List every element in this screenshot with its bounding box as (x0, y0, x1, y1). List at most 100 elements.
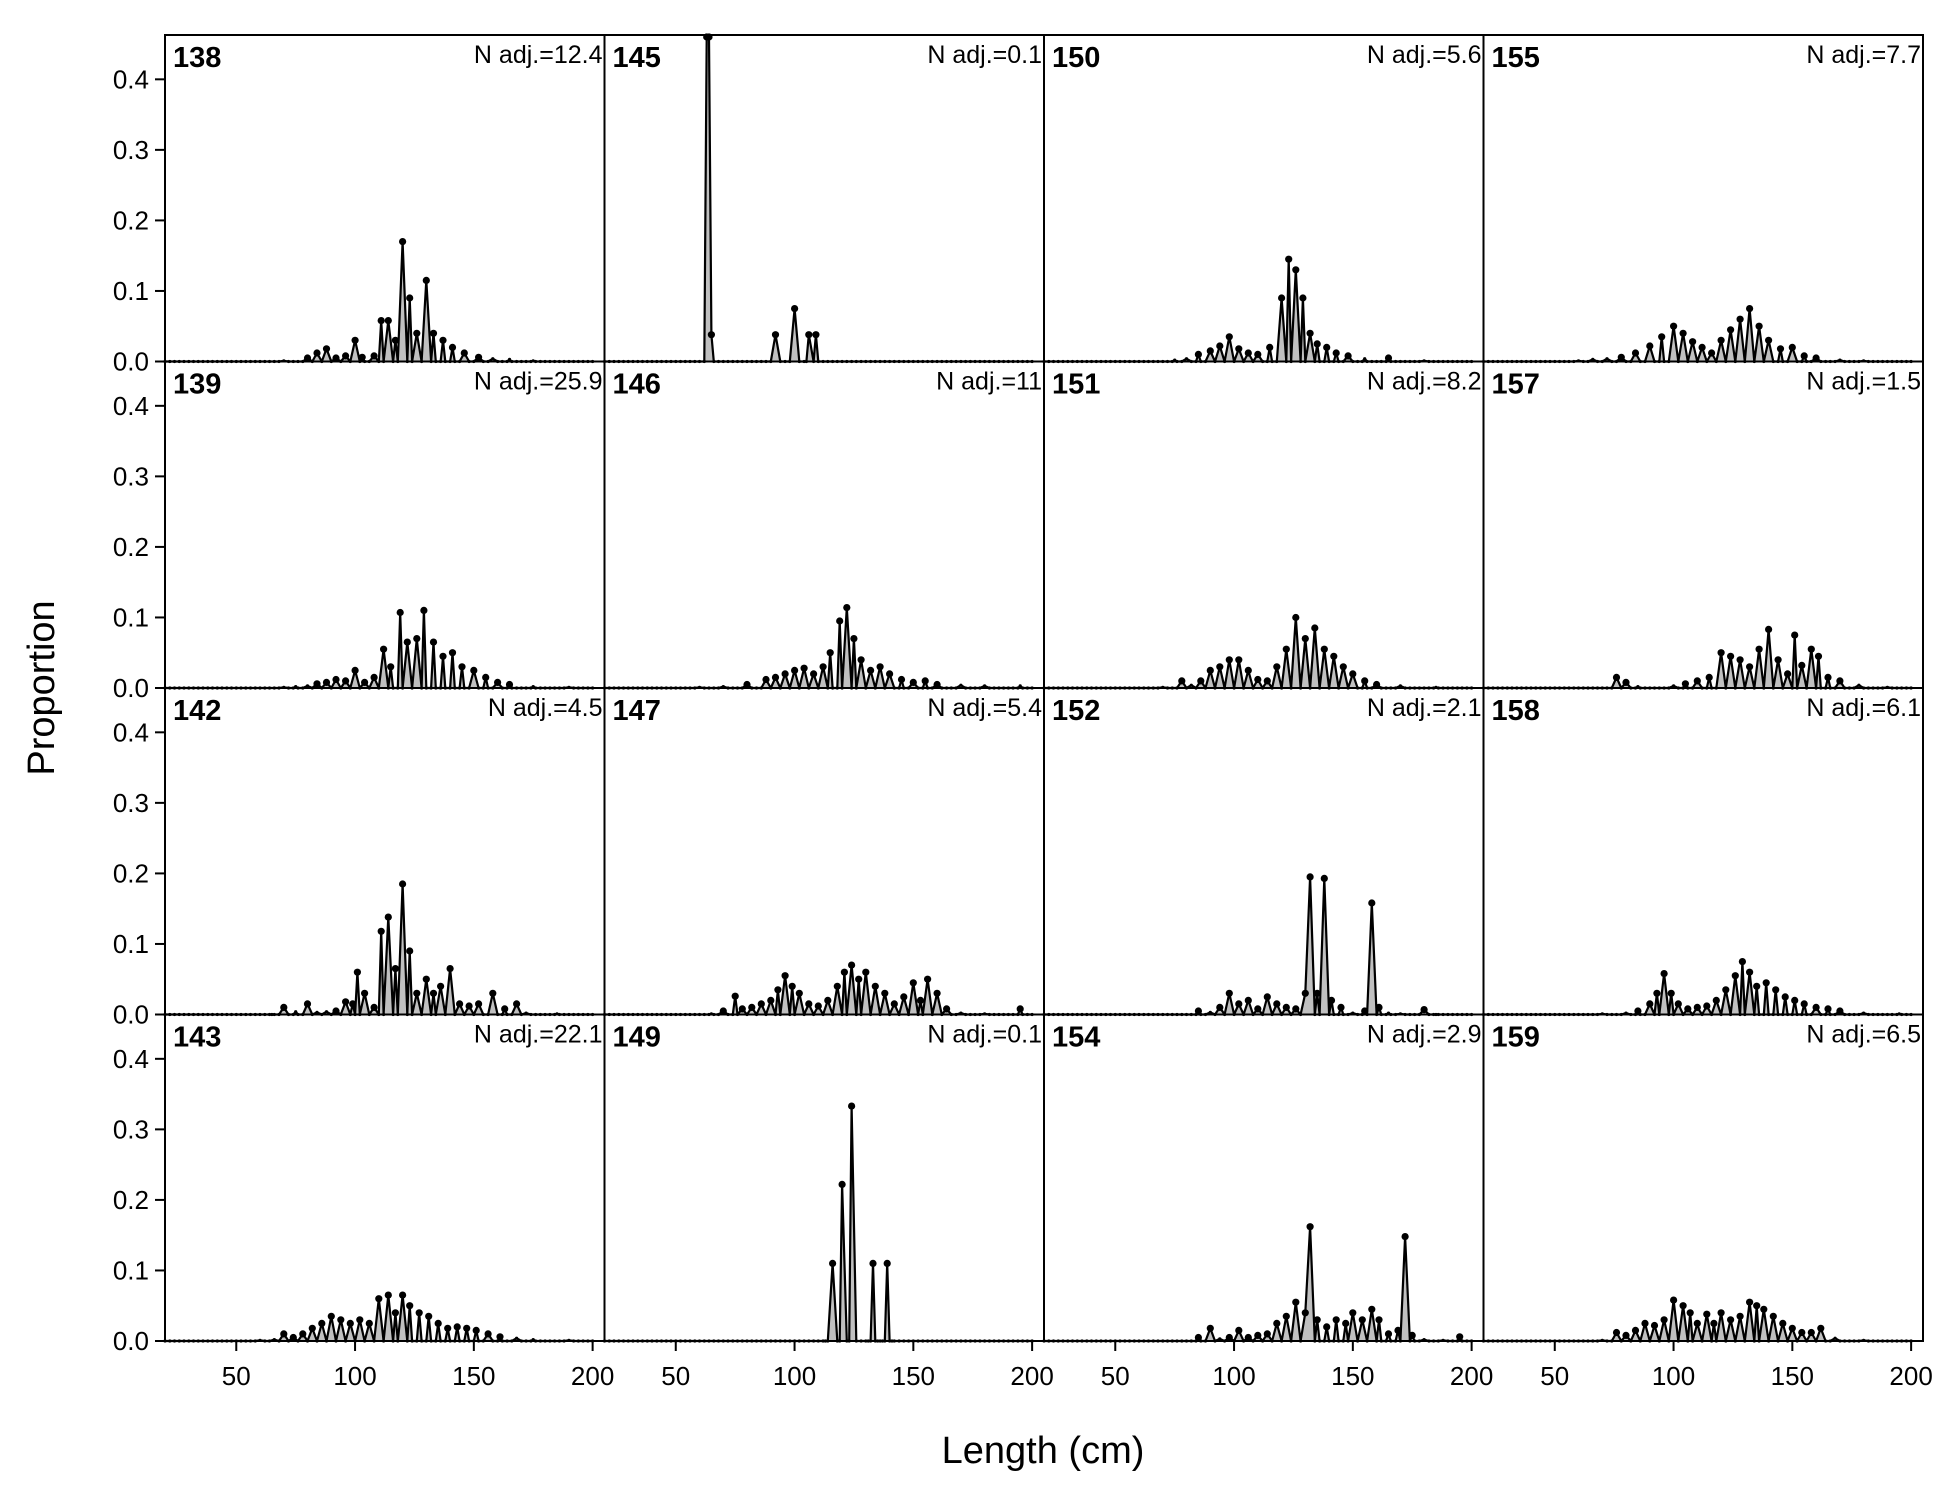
data-point (1717, 336, 1725, 344)
data-point (448, 343, 457, 351)
data-point (327, 1312, 335, 1320)
panel-frame (164, 1013, 606, 1342)
data-point (1358, 1316, 1366, 1324)
data-point (337, 1316, 345, 1324)
data-point (1717, 1309, 1725, 1317)
data-point (396, 608, 404, 617)
data-point (1456, 1333, 1464, 1341)
x-tick-label: 150 (892, 1361, 935, 1391)
panel-143: 143 N adj.=22.1 0.0 0.1 0.2 0.3 0.4 50 100 150 200 (113, 1013, 614, 1391)
data-point (1194, 1333, 1202, 1342)
data-point (1384, 1330, 1393, 1338)
data-point (1674, 1000, 1682, 1008)
data-point (900, 993, 908, 1001)
panel-frame (1043, 687, 1485, 1016)
data-point (1375, 1003, 1383, 1012)
data-point (1244, 996, 1252, 1005)
y-tick-label: 0.0 (113, 1326, 149, 1356)
data-point (1755, 645, 1763, 653)
data-point (1330, 652, 1338, 660)
expected-area-143 (165, 1295, 593, 1341)
data-point (757, 1000, 765, 1008)
data-point (380, 645, 388, 653)
data-point (515, 1336, 519, 1340)
panel-146: 146 N adj.=11 (602, 360, 1045, 690)
data-point (1016, 1005, 1024, 1013)
data-point (788, 982, 796, 990)
data-point (346, 1319, 354, 1327)
data-point (805, 331, 813, 339)
data-point (731, 992, 739, 1000)
data-point (848, 1102, 856, 1110)
data-point (1266, 343, 1274, 351)
data-point (353, 968, 361, 976)
data-point (299, 1330, 307, 1338)
series-line-145 (604, 35, 1033, 363)
data-point (399, 880, 407, 888)
y-tick-label: 0.3 (113, 788, 149, 818)
panel-147: 147 N adj.=5.4 (602, 687, 1045, 1017)
data-point (1225, 333, 1233, 341)
data-point (1710, 1319, 1718, 1327)
data-point (876, 663, 884, 671)
x-tick-label: 50 (1540, 1361, 1569, 1391)
y-tick-label: 0.4 (113, 64, 149, 94)
data-point (1727, 652, 1735, 660)
n-adj-label: N adj.=4.5 (488, 694, 603, 722)
data-point (463, 1324, 471, 1332)
data-point (1660, 1316, 1668, 1324)
panel-frame (164, 687, 606, 1016)
data-point (1216, 342, 1224, 350)
data-point (1807, 1328, 1815, 1337)
data-point (1244, 1333, 1252, 1342)
data-point (365, 1319, 373, 1327)
data-point (349, 1000, 357, 1008)
data-point (439, 652, 447, 660)
data-point (1836, 677, 1844, 685)
data-point (748, 1003, 756, 1012)
data-point (1631, 1326, 1640, 1334)
x-tick-label: 200 (1450, 1361, 1493, 1391)
data-point (1605, 357, 1609, 361)
panel-label: 157 (1492, 369, 1540, 401)
data-point (791, 305, 799, 313)
panel-frame (603, 360, 1045, 689)
data-point (439, 336, 447, 344)
data-point (429, 329, 438, 337)
data-point (1612, 1328, 1621, 1337)
data-point (1344, 352, 1352, 360)
data-point (1731, 972, 1739, 980)
n-adj-label: N adj.=7.7 (1806, 41, 1921, 69)
data-point (1672, 684, 1676, 688)
data-point (1765, 625, 1773, 634)
data-point (351, 336, 359, 344)
panel-154: 154 N adj.=2.9 50 100 150 200 (1042, 1013, 1493, 1391)
data-point (1769, 1312, 1777, 1320)
data-point (429, 989, 438, 997)
data-point (1339, 663, 1347, 671)
n-adj-label: N adj.=25.9 (474, 368, 603, 396)
data-point (280, 1330, 288, 1338)
data-point (413, 329, 421, 337)
data-point (1206, 666, 1214, 675)
panel-label: 155 (1492, 42, 1540, 74)
data-point (384, 1291, 392, 1299)
expected-area-152 (1044, 876, 1472, 1015)
data-point (318, 1319, 326, 1327)
x-tick-label: 150 (1771, 1361, 1814, 1391)
data-point (857, 656, 865, 664)
data-point (833, 982, 841, 990)
data-point (1755, 322, 1763, 330)
data-point (883, 1259, 891, 1267)
data-point (1184, 357, 1189, 361)
n-adj-label: N adj.=5.6 (1367, 41, 1482, 69)
panel-frame (1482, 1013, 1924, 1342)
data-point (886, 670, 894, 678)
y-tick-label: 0.0 (113, 673, 149, 703)
data-point (489, 989, 497, 997)
data-point (1612, 673, 1621, 682)
data-point (1361, 677, 1369, 685)
data-point (1206, 347, 1214, 355)
data-point (501, 1005, 509, 1013)
data-point (1824, 1005, 1832, 1013)
